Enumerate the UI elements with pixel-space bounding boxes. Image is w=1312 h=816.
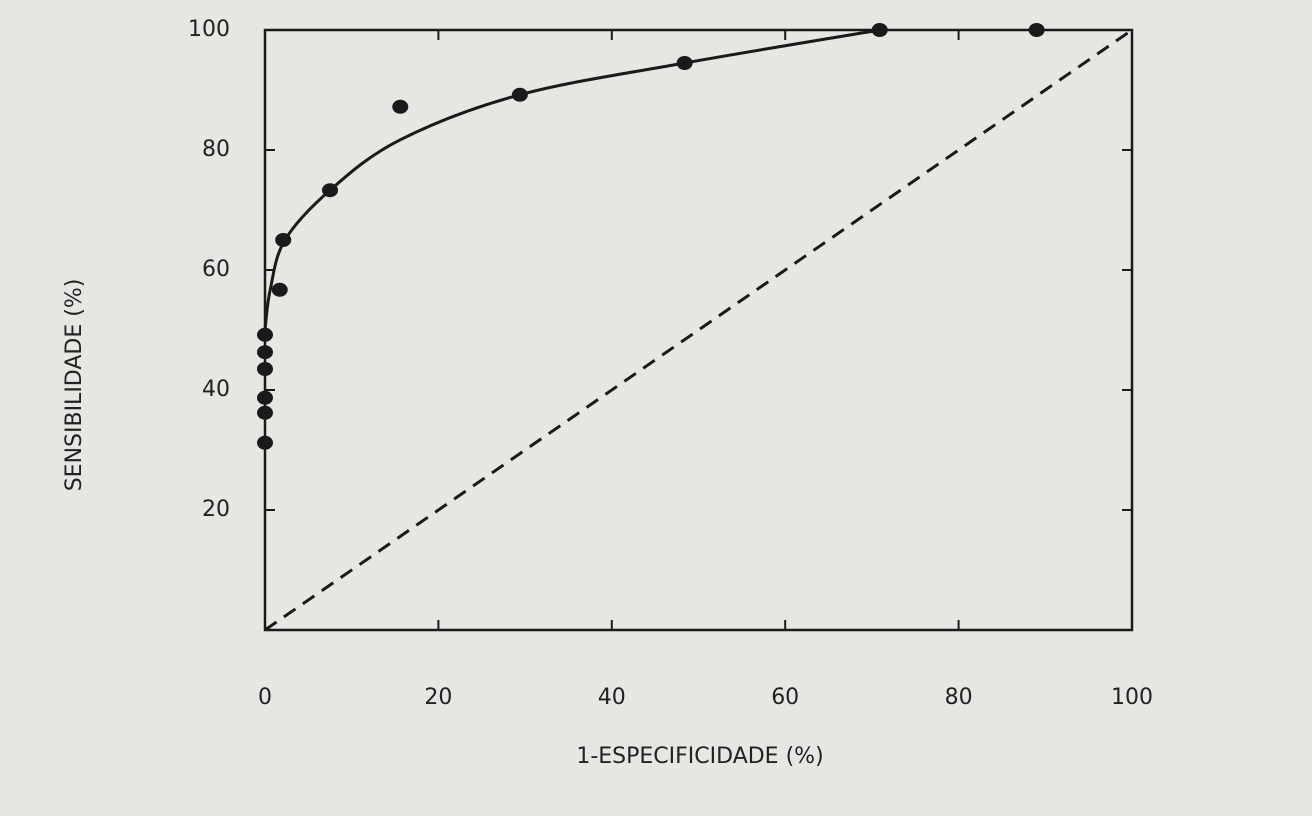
roc-curve [263, 28, 880, 331]
data-point [271, 282, 288, 297]
data-point [392, 99, 409, 114]
x-tick-label: 0 [258, 685, 272, 710]
reference-line [264, 28, 1133, 632]
plot-frame [263, 28, 1134, 632]
x-tick-label: 60 [771, 685, 799, 710]
y-tick-label: 100 [188, 17, 230, 42]
x-tick-label: 80 [945, 685, 973, 710]
y-tick-label: 40 [202, 377, 230, 402]
x-axis-label: 1-ESPECIFICIDADE (%) [576, 744, 823, 769]
y-tick-label: 60 [202, 257, 230, 282]
data-point [257, 327, 273, 342]
data-point [257, 362, 273, 376]
data-point [257, 345, 273, 360]
data-point [257, 405, 273, 420]
data-point [257, 435, 273, 450]
x-tick-label: 100 [1111, 685, 1153, 710]
y-tick-label: 80 [202, 137, 230, 162]
y-axis-label: SENSIBILIDADE (%) [62, 279, 87, 492]
data-point [871, 23, 888, 37]
data-point [257, 390, 273, 405]
x-tick-label: 40 [598, 685, 626, 710]
y-tick-label: 20 [202, 497, 230, 522]
x-tick-label: 20 [424, 685, 452, 710]
data-point [1028, 23, 1045, 37]
